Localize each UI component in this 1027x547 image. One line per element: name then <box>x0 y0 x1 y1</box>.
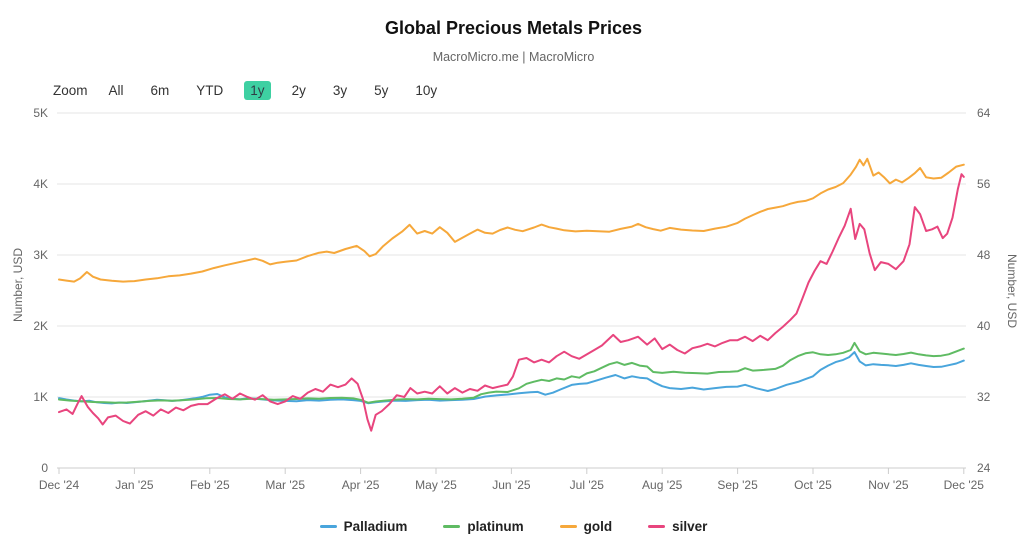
range-button-6m[interactable]: 6m <box>150 83 170 98</box>
range-button-5y[interactable]: 5y <box>374 83 389 98</box>
x-axis-tick-label: Aug '25 <box>642 478 683 492</box>
x-axis-tick-label: Feb '25 <box>190 478 230 492</box>
x-axis-tick-label: Oct '25 <box>794 478 832 492</box>
x-axis-tick-label: Jun '25 <box>492 478 531 492</box>
y-axis-right-tick-label: 56 <box>977 177 991 191</box>
palladium-line-marker-icon <box>319 525 337 528</box>
legend-label-silver: silver <box>672 519 708 534</box>
x-axis-tick-label: Sep '25 <box>717 478 758 492</box>
y-axis-left-tick-label: 1K <box>33 390 48 404</box>
series-line-gold[interactable] <box>58 157 965 283</box>
y-axis-left-tick-label: 2K <box>33 319 48 333</box>
chart-subtitle: MacroMicro.me | MacroMicro <box>432 50 595 64</box>
gold-line-marker-icon <box>559 525 577 528</box>
legend-label-platinum: platinum <box>467 519 524 534</box>
y-axis-left-tick-label: 5K <box>33 106 48 120</box>
y-axis-right-tick-label: 40 <box>977 319 991 333</box>
x-axis-tick-label: Jul '25 <box>570 478 605 492</box>
legend-item-silver[interactable]: silver <box>648 519 707 534</box>
x-axis-tick-label: Nov '25 <box>868 478 909 492</box>
x-axis-tick-label: Dec '25 <box>944 478 985 492</box>
series-line-platinum[interactable] <box>58 341 965 404</box>
range-button-10y[interactable]: 10y <box>415 83 438 98</box>
legend-label-palladium: Palladium <box>343 519 408 534</box>
legend-label-gold: gold <box>583 519 613 534</box>
legend-item-platinum[interactable]: platinum <box>443 519 524 534</box>
chart-title: Global Precious Metals Prices <box>384 18 643 38</box>
legend-item-gold[interactable]: gold <box>559 519 613 534</box>
x-axis-tick-label: Apr '25 <box>342 478 380 492</box>
silver-line-marker-icon <box>648 525 666 528</box>
range-button-ytd[interactable]: YTD <box>196 83 224 98</box>
x-axis-tick-label: Jan '25 <box>115 478 154 492</box>
y-axis-left-tick-label: 4K <box>33 177 48 191</box>
y-axis-left-tick-label: 0 <box>41 461 48 475</box>
y-axis-right-tick-label: 24 <box>977 461 991 475</box>
y-axis-right-tick-label: 64 <box>977 106 991 120</box>
legend: Palladium platinum gold silver <box>0 519 1027 534</box>
series-line-silver[interactable] <box>58 173 965 432</box>
range-button-2y[interactable]: 2y <box>291 83 306 98</box>
y-axis-left-tick-label: 3K <box>33 248 48 262</box>
x-axis-tick-label: Dec '24 <box>39 478 80 492</box>
range-button-all[interactable]: All <box>108 83 124 98</box>
x-axis-tick-label: Mar '25 <box>265 478 305 492</box>
range-selector: Zoom All 6m YTD 1y 2y 3y 5y 10y <box>53 81 443 100</box>
range-button-3y[interactable]: 3y <box>332 83 348 98</box>
x-axis-tick-label: May '25 <box>415 478 457 492</box>
range-button-1y[interactable]: 1y <box>244 81 271 100</box>
y-axis-right-tick-label: 48 <box>977 248 991 262</box>
y-axis-right-tick-label: 32 <box>977 390 991 404</box>
legend-item-palladium[interactable]: Palladium <box>319 519 408 534</box>
zoom-label: Zoom <box>53 83 88 98</box>
platinum-line-marker-icon <box>443 525 461 528</box>
